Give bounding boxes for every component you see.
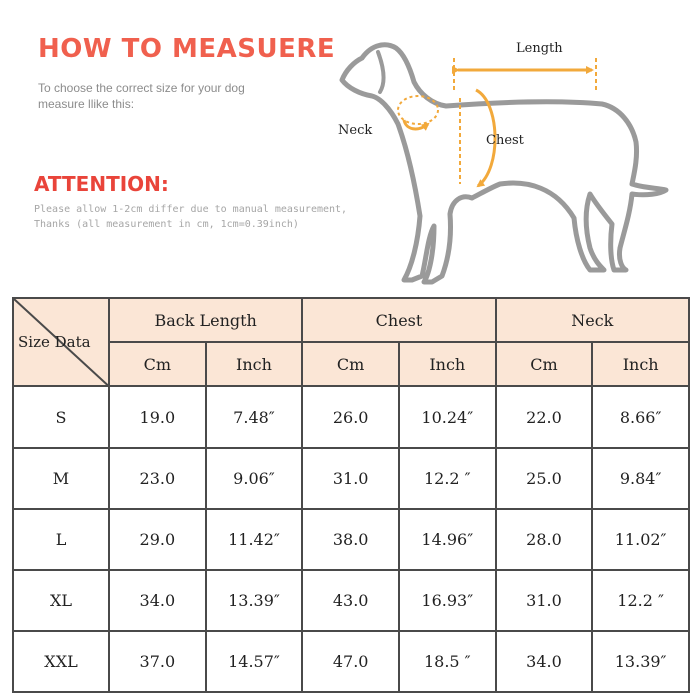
value-cell: 47.0	[301, 629, 400, 694]
size-cell: S	[12, 385, 110, 449]
value-cell: 12.2 ″	[591, 568, 690, 632]
unit-header: Cm	[494, 341, 594, 388]
value-cell: 38.0	[301, 507, 400, 571]
unit-header: Inch	[204, 341, 304, 388]
size-cell: L	[12, 507, 110, 571]
value-cell: 9.84″	[591, 446, 690, 510]
value-cell: 12.2 ″	[397, 446, 497, 510]
corner-diagonal	[14, 299, 108, 385]
length-label: Length	[516, 41, 563, 56]
value-cell: 16.93″	[397, 568, 497, 632]
size-cell: XXL	[12, 629, 110, 694]
size-chart-table: Size Data Back Length Chest Neck Cm Inch Cm Inc…	[12, 296, 691, 694]
attention-note-line-2: Thanks (all measurement in cm, 1cm=0.39i…	[34, 219, 299, 230]
unit-header-row: Cm Inch Cm Inch Cm Inch	[13, 341, 690, 388]
attention-note-line-1: Please allow 1-2cm differ due to manual …	[34, 204, 348, 215]
value-cell: 34.0	[108, 568, 207, 632]
neck-loop	[397, 95, 439, 125]
value-cell: 43.0	[301, 568, 400, 632]
value-cell: 13.39″	[591, 629, 690, 694]
table-row: M 23.0 9.06″ 31.0 12.2 ″ 25.0 9.84″	[12, 446, 690, 510]
table-body: Size Data Back Length Chest Neck Cm Inch Cm Inc…	[12, 296, 691, 694]
dog-ear	[376, 50, 386, 94]
size-cell: XL	[12, 568, 110, 632]
neck-arrow	[402, 119, 430, 131]
table-row: XL 34.0 13.39″ 43.0 16.93″ 31.0 12.2 ″	[12, 568, 690, 632]
value-cell: 9.06″	[204, 446, 304, 510]
value-cell: 14.96″	[397, 507, 497, 571]
value-cell: 8.66″	[591, 385, 690, 449]
value-cell: 23.0	[108, 446, 207, 510]
chest-arrow	[475, 88, 497, 188]
value-cell: 7.48″	[204, 385, 304, 449]
value-cell: 10.24″	[397, 385, 497, 449]
group-header: Neck	[494, 296, 691, 344]
value-cell: 25.0	[494, 446, 594, 510]
value-cell: 31.0	[301, 446, 400, 510]
table-row: XXL 37.0 14.57″ 47.0 18.5 ″ 34.0 13.39″	[12, 629, 690, 694]
page-title: HOW TO MEASUERE	[38, 34, 336, 64]
value-cell: 29.0	[108, 507, 207, 571]
chest-label: Chest	[486, 133, 525, 148]
value-cell: 13.39″	[204, 568, 304, 632]
table-row: L 29.0 11.42″ 38.0 14.96″ 28.0 11.02″	[12, 507, 690, 571]
value-cell: 26.0	[301, 385, 400, 449]
value-cell: 14.57″	[204, 629, 304, 694]
corner-cell: Size Data	[12, 296, 110, 388]
size-cell: M	[12, 446, 110, 510]
group-header: Chest	[301, 296, 497, 344]
value-cell: 28.0	[494, 507, 594, 571]
value-cell: 34.0	[494, 629, 594, 694]
unit-header: Inch	[591, 341, 690, 388]
attention-note: Please allow 1-2cm differ due to manual …	[34, 202, 364, 232]
value-cell: 37.0	[108, 629, 207, 694]
subtitle: To choose the correct size for your dog …	[38, 81, 245, 111]
value-cell: 18.5 ″	[397, 629, 497, 694]
group-header-row: Size Data Back Length Chest Neck	[12, 296, 691, 388]
group-header: Back Length	[107, 296, 304, 344]
dog-measurement-diagram: Length Neck Chest	[338, 41, 669, 285]
corner-label: Size Data	[18, 333, 91, 352]
value-cell: 19.0	[108, 385, 207, 449]
dog-outline	[339, 42, 669, 285]
unit-header: Cm	[301, 341, 400, 388]
neck-label: Neck	[338, 123, 372, 138]
unit-header: Cm	[108, 341, 207, 388]
value-cell: 22.0	[494, 385, 594, 449]
value-cell: 31.0	[494, 568, 594, 632]
value-cell: 11.02″	[591, 507, 690, 571]
unit-header: Inch	[397, 341, 497, 388]
value-cell: 11.42″	[204, 507, 304, 571]
attention-heading: ATTENTION:	[34, 172, 169, 196]
table-row: S 19.0 7.48″ 26.0 10.24″ 22.0 8.66″	[12, 385, 690, 449]
